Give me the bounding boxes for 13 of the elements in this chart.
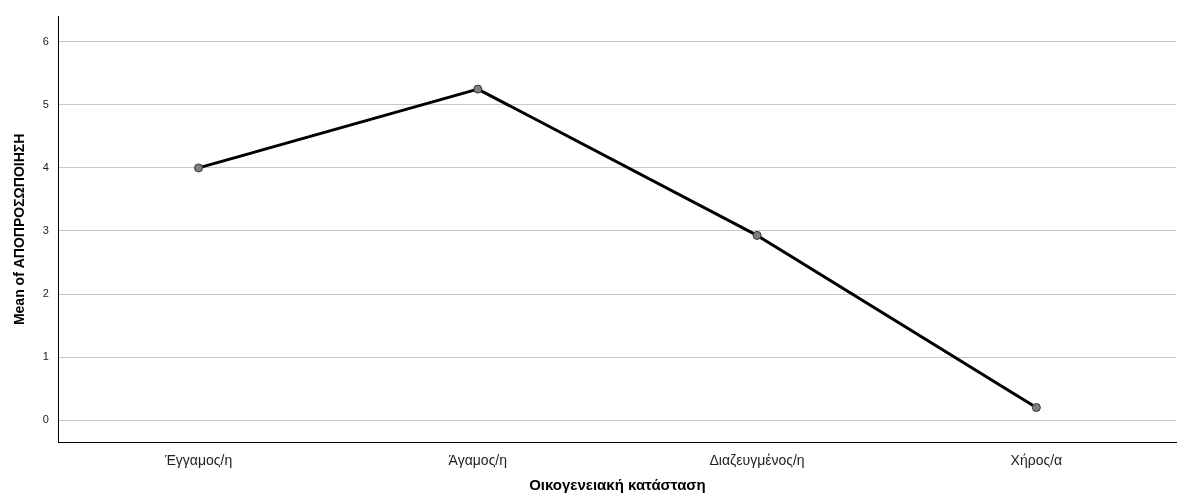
y-tick-label: 6 (42, 34, 49, 47)
y-tick-label: 5 (42, 97, 49, 110)
x-tick-label: Άγαμος/η (448, 452, 508, 469)
y-tick-label: 1 (42, 350, 49, 363)
y-tick-label: 2 (42, 287, 49, 300)
x-tick-label: Χήρος/α (1010, 452, 1063, 469)
y-axis-title: Mean of ΑΠΟΠΡΟΣΩΠΟΙΗΣΗ (11, 133, 28, 326)
x-tick-label: Διαζευγμένος/η (709, 452, 805, 469)
x-tick-label: Έγγαμος/η (163, 452, 233, 469)
x-axis-title: Οικογενειακή κατάσταση (529, 476, 706, 494)
y-tick-label: 0 (42, 413, 49, 426)
y-tick-label: 3 (42, 224, 49, 237)
y-tick-label: 4 (42, 160, 49, 173)
